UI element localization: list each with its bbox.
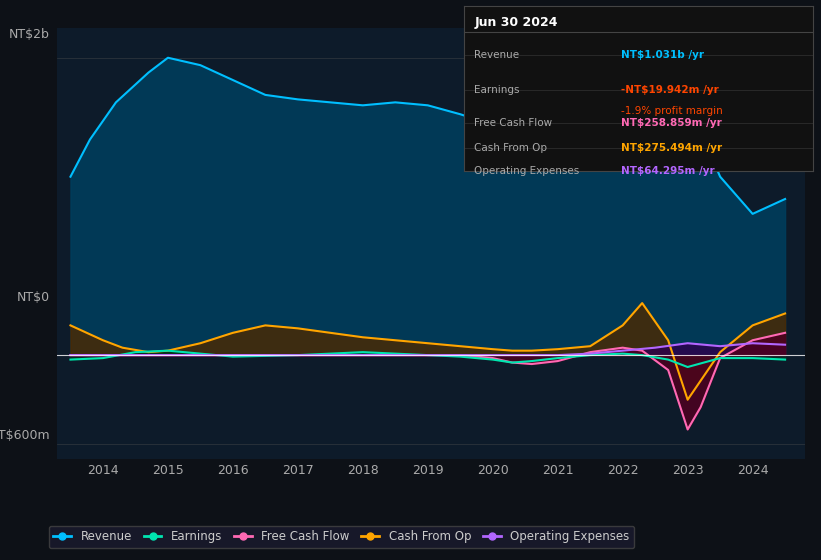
Legend: Revenue, Earnings, Free Cash Flow, Cash From Op, Operating Expenses: Revenue, Earnings, Free Cash Flow, Cash … bbox=[48, 526, 634, 548]
Text: Free Cash Flow: Free Cash Flow bbox=[475, 118, 553, 128]
Text: NT$275.494m /yr: NT$275.494m /yr bbox=[621, 143, 722, 153]
Text: -1.9% profit margin: -1.9% profit margin bbox=[621, 106, 722, 116]
Text: Revenue: Revenue bbox=[475, 50, 520, 60]
Text: -NT$600m: -NT$600m bbox=[0, 429, 50, 442]
Text: NT$0: NT$0 bbox=[17, 291, 50, 304]
Text: NT$2b: NT$2b bbox=[9, 28, 50, 41]
Text: Operating Expenses: Operating Expenses bbox=[475, 166, 580, 176]
Text: NT$1.031b /yr: NT$1.031b /yr bbox=[621, 50, 704, 60]
Text: Cash From Op: Cash From Op bbox=[475, 143, 548, 153]
Text: NT$64.295m /yr: NT$64.295m /yr bbox=[621, 166, 714, 176]
Text: Earnings: Earnings bbox=[475, 85, 520, 95]
Text: Jun 30 2024: Jun 30 2024 bbox=[475, 16, 557, 29]
Text: -NT$19.942m /yr: -NT$19.942m /yr bbox=[621, 85, 718, 95]
Text: NT$258.859m /yr: NT$258.859m /yr bbox=[621, 118, 722, 128]
